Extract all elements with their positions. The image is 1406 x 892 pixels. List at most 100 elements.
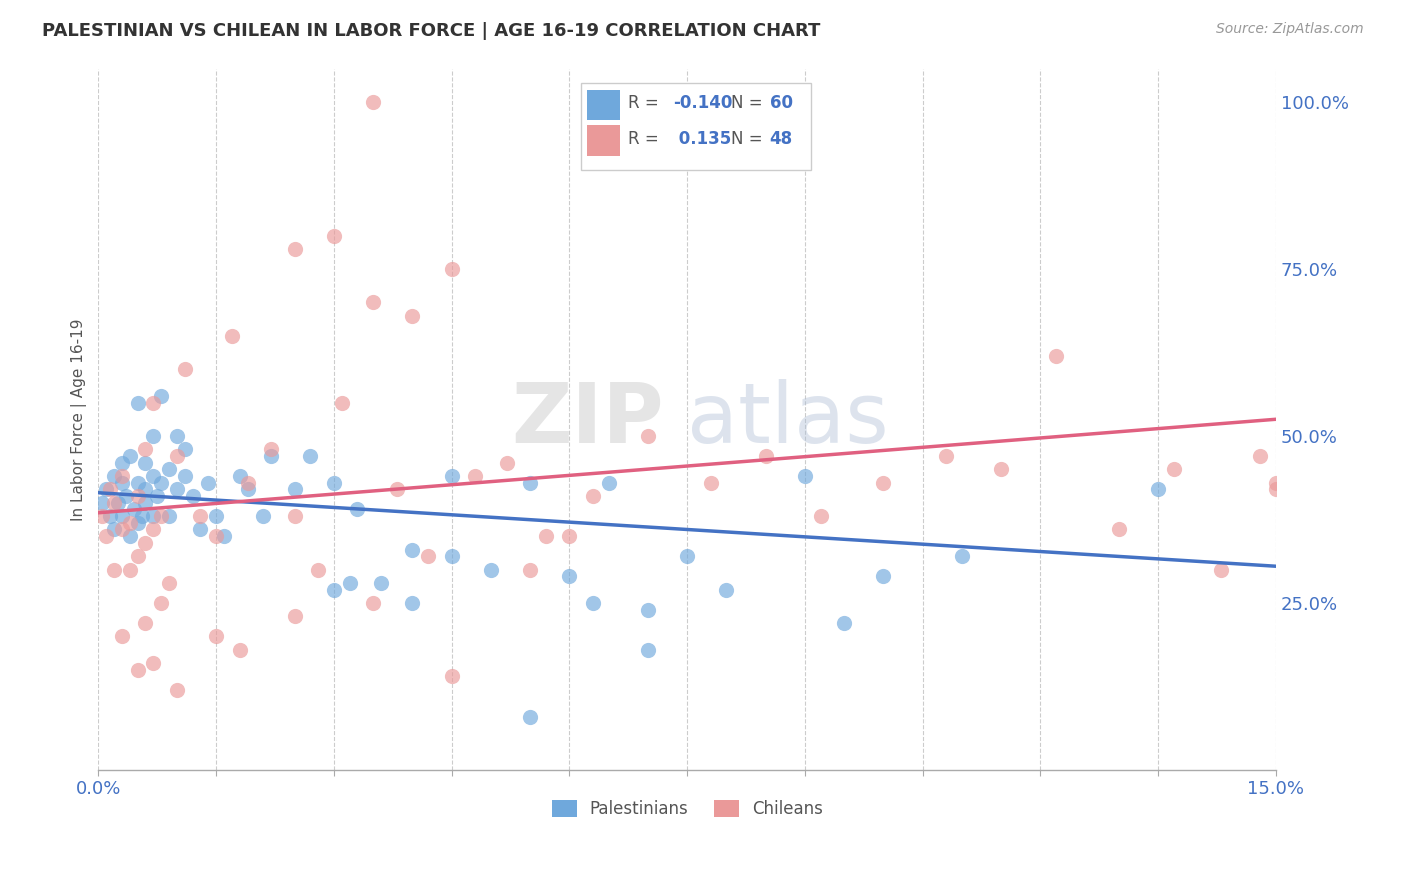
Point [1147,483,1170,497]
Point [150,509,173,524]
Point [1249,449,1271,463]
Point [519,563,541,577]
Text: 60: 60 [769,94,793,112]
Point [142,429,165,443]
Point [637,602,659,616]
Point [173,362,195,376]
Point [134,615,156,630]
Point [111,629,134,643]
Point [990,462,1012,476]
Point [935,449,957,463]
Point [322,475,344,490]
Point [197,475,219,490]
Point [111,523,134,537]
Point [96,483,118,497]
Point [228,469,250,483]
Point [111,475,134,490]
Point [150,389,173,403]
Text: R =: R = [628,94,664,112]
Point [103,469,125,483]
Point [385,483,408,497]
Point [134,483,156,497]
Point [519,475,541,490]
Point [339,576,361,591]
Point [284,483,307,497]
Point [793,469,815,483]
Text: PALESTINIAN VS CHILEAN IN LABOR FORCE | AGE 16-19 CORRELATION CHART: PALESTINIAN VS CHILEAN IN LABOR FORCE | … [42,22,821,40]
Point [142,656,165,670]
Point [228,642,250,657]
Point [582,489,605,503]
Point [361,95,384,109]
Point [142,469,165,483]
Point [205,629,228,643]
Point [236,483,259,497]
Point [361,596,384,610]
Bar [588,89,620,120]
Point [330,395,353,409]
FancyBboxPatch shape [581,83,811,170]
Point [127,395,149,409]
Point [127,516,149,530]
Point [558,569,581,583]
Point [440,669,463,683]
Point [103,496,125,510]
Point [142,523,165,537]
Point [150,475,173,490]
Point [950,549,973,564]
Point [872,475,894,490]
Point [157,509,180,524]
Bar [588,126,620,155]
Point [127,489,149,503]
Point [260,442,283,457]
Point [495,456,517,470]
Point [107,496,129,510]
Point [118,563,141,577]
Point [122,502,145,516]
Point [755,449,778,463]
Text: -0.140: -0.140 [673,94,733,112]
Point [190,509,212,524]
Point [832,615,855,630]
Y-axis label: In Labor Force | Age 16-19: In Labor Force | Age 16-19 [72,318,87,521]
Point [91,496,114,510]
Point [519,709,541,723]
Point [142,395,165,409]
Point [299,449,322,463]
Point [322,582,344,597]
Point [401,596,423,610]
Point [260,449,283,463]
Point [134,496,156,510]
Point [401,309,423,323]
Point [284,509,307,524]
Point [322,228,344,243]
Point [582,596,605,610]
Point [190,523,212,537]
Point [134,442,156,457]
Point [181,489,204,503]
Point [205,509,228,524]
Point [252,509,274,524]
Point [872,569,894,583]
Point [479,563,502,577]
Point [307,563,329,577]
Point [166,429,188,443]
Point [676,549,699,564]
Point [464,469,486,483]
Point [96,529,118,543]
Point [1045,349,1067,363]
Text: Source: ZipAtlas.com: Source: ZipAtlas.com [1216,22,1364,37]
Point [134,536,156,550]
Point [118,516,141,530]
Point [1265,475,1288,490]
Point [361,295,384,310]
Point [212,529,235,543]
Point [370,576,392,591]
Point [558,529,581,543]
Point [150,596,173,610]
Point [142,509,165,524]
Point [440,549,463,564]
Point [637,429,659,443]
Point [416,549,439,564]
Point [157,462,180,476]
